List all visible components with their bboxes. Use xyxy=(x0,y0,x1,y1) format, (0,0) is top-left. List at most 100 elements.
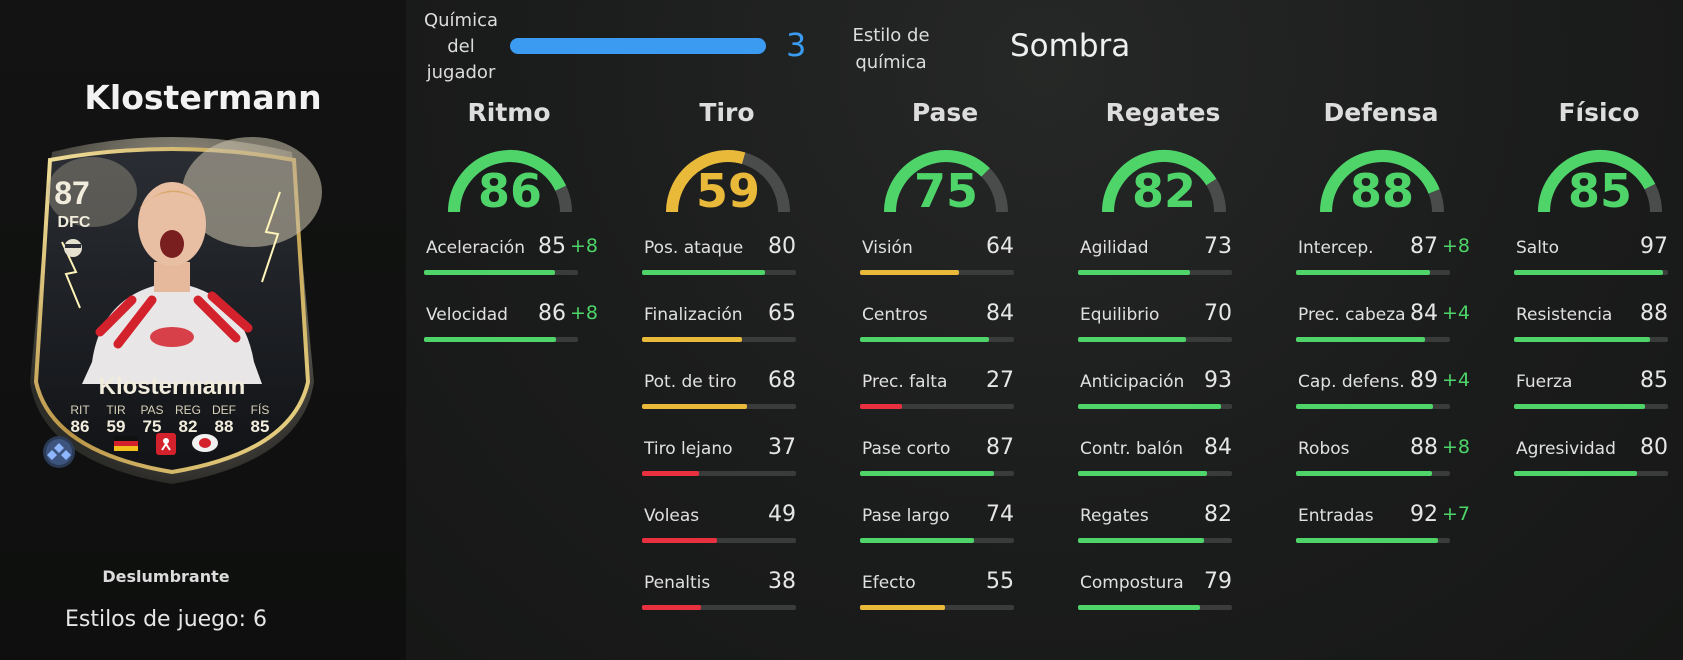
category-0: Ritmo 86 Aceleración 85 +8 Velocidad 86 +8 xyxy=(424,98,598,658)
stat-value: 70 xyxy=(1204,301,1232,326)
card-stat-label: PAS xyxy=(140,403,163,417)
stat-value: 93 xyxy=(1204,368,1232,393)
stat-label: Regates xyxy=(1080,506,1149,526)
chemistry-bar-fill xyxy=(510,38,766,54)
stat-row: Tiro lejano 37 xyxy=(642,435,814,489)
card-stat-value: 75 xyxy=(143,417,162,436)
stat-label: Agresividad xyxy=(1516,439,1616,459)
stat-value: 37 xyxy=(768,435,796,460)
stat-bar xyxy=(1514,337,1668,342)
stat-label: Pase corto xyxy=(862,439,951,459)
stat-row: Robos 88 +8 xyxy=(1296,435,1470,489)
stat-label: Pase largo xyxy=(862,506,950,526)
stat-value: 80 xyxy=(1640,435,1668,460)
stat-bar-fill xyxy=(1296,270,1430,275)
stat-label: Penaltis xyxy=(644,573,711,593)
stat-bar xyxy=(1078,538,1232,543)
card-stat-value: 85 xyxy=(251,417,270,436)
category-4: Defensa 88 Intercep. 87 +8 Prec. cabeza 84 +4 Ca… xyxy=(1296,98,1470,658)
stat-row: Agilidad 73 xyxy=(1078,234,1250,288)
stat-row: Intercep. 87 +8 xyxy=(1296,234,1470,288)
category-5: Físico 85 Salto 97 Resistencia 88 Fuerza 85 Agre… xyxy=(1514,98,1683,658)
stat-value: 97 xyxy=(1640,234,1668,259)
stat-label: Robos xyxy=(1298,439,1350,459)
stat-bar xyxy=(860,471,1014,476)
player-name: Klostermann xyxy=(84,78,322,117)
stat-bar-fill xyxy=(642,538,718,543)
stat-bar-fill xyxy=(1296,337,1426,342)
category-title: Tiro xyxy=(699,98,755,127)
gauge-fill xyxy=(666,150,746,213)
stat-label: Visión xyxy=(862,238,913,258)
category-gauge xyxy=(884,150,1008,213)
stat-row: Pase largo 74 xyxy=(860,502,1032,556)
stat-value: 84 xyxy=(1410,301,1438,326)
stat-bar xyxy=(1078,270,1232,275)
stat-bar xyxy=(424,270,578,275)
stat-bar-fill xyxy=(1078,471,1208,476)
card-stat-label: TIR xyxy=(106,403,126,417)
stat-value: 89 xyxy=(1410,368,1438,393)
stat-bar xyxy=(642,404,796,409)
stat-bar xyxy=(642,270,796,275)
stat-bar-fill xyxy=(642,404,747,409)
stat-row: Regates 82 xyxy=(1078,502,1250,556)
category-title: Regates xyxy=(1105,98,1221,127)
category-rating: 75 xyxy=(913,164,978,218)
card-player-name: Klostermann xyxy=(99,373,246,400)
stat-value: 64 xyxy=(986,234,1014,259)
chemistry-style-label: Estilo de química xyxy=(852,25,930,73)
category-3: Regates 82 Agilidad 73 Equilibrio 70 Anticipac… xyxy=(1078,98,1248,658)
stat-value: 85 xyxy=(538,234,566,259)
stat-row: Prec. cabeza 84 +4 xyxy=(1296,301,1470,355)
stat-bar-fill xyxy=(1078,337,1186,342)
stat-bar xyxy=(860,337,1014,342)
stat-bar xyxy=(1514,471,1668,476)
stat-bar-fill xyxy=(1296,404,1434,409)
stat-value: 74 xyxy=(986,502,1014,527)
stat-boost: +8 xyxy=(1441,235,1470,257)
chemistry-label: Química del jugador xyxy=(423,10,499,83)
stat-label: Prec. falta xyxy=(862,372,948,392)
stat-row: Resistencia 88 xyxy=(1514,301,1683,355)
stat-bar xyxy=(1296,538,1450,543)
stat-row: Visión 64 xyxy=(860,234,1032,288)
stat-bar xyxy=(642,471,796,476)
card-stat-label: RIT xyxy=(70,403,90,417)
stat-value: 92 xyxy=(1410,502,1438,527)
card-stat-value: 88 xyxy=(215,417,234,436)
player-photo xyxy=(82,182,262,384)
stat-row: Centros 84 xyxy=(860,301,1032,355)
category-title: Pase xyxy=(911,98,979,127)
stat-bar xyxy=(424,337,578,342)
category-2: Pase 75 Visión 64 Centros 84 Prec. falta 27 Pase… xyxy=(860,98,1030,658)
stat-row: Aceleración 85 +8 xyxy=(424,234,598,288)
stat-value: 80 xyxy=(768,234,796,259)
chemistry-style-value[interactable]: Sombra xyxy=(1010,28,1131,64)
stat-label: Tiro lejano xyxy=(644,439,733,459)
chemistry-bar xyxy=(510,38,766,54)
gauge-fill xyxy=(1102,150,1217,213)
player-panel: Klostermann xyxy=(0,0,406,660)
card-stat-label: DEF xyxy=(212,403,236,417)
stat-row: Agresividad 80 xyxy=(1514,435,1683,489)
stat-value: 84 xyxy=(986,301,1014,326)
stat-row: Pos. ataque 80 xyxy=(642,234,814,288)
stat-boost: +7 xyxy=(1441,503,1470,525)
stat-bar xyxy=(1078,471,1232,476)
stat-label: Centros xyxy=(862,305,928,325)
stat-bar xyxy=(642,605,796,610)
category-rating: 86 xyxy=(477,164,542,218)
category-gauge xyxy=(1320,150,1444,213)
gauge-fill xyxy=(884,150,990,213)
category-title: Defensa xyxy=(1323,98,1439,127)
category-gauge xyxy=(1102,150,1226,213)
stat-label: Salto xyxy=(1516,238,1559,258)
stat-bar xyxy=(860,270,1014,275)
stat-bar xyxy=(642,538,796,543)
stat-bar xyxy=(860,404,1014,409)
stat-bar xyxy=(860,605,1014,610)
stat-bar-fill xyxy=(642,270,766,275)
category-gauge xyxy=(448,150,572,213)
